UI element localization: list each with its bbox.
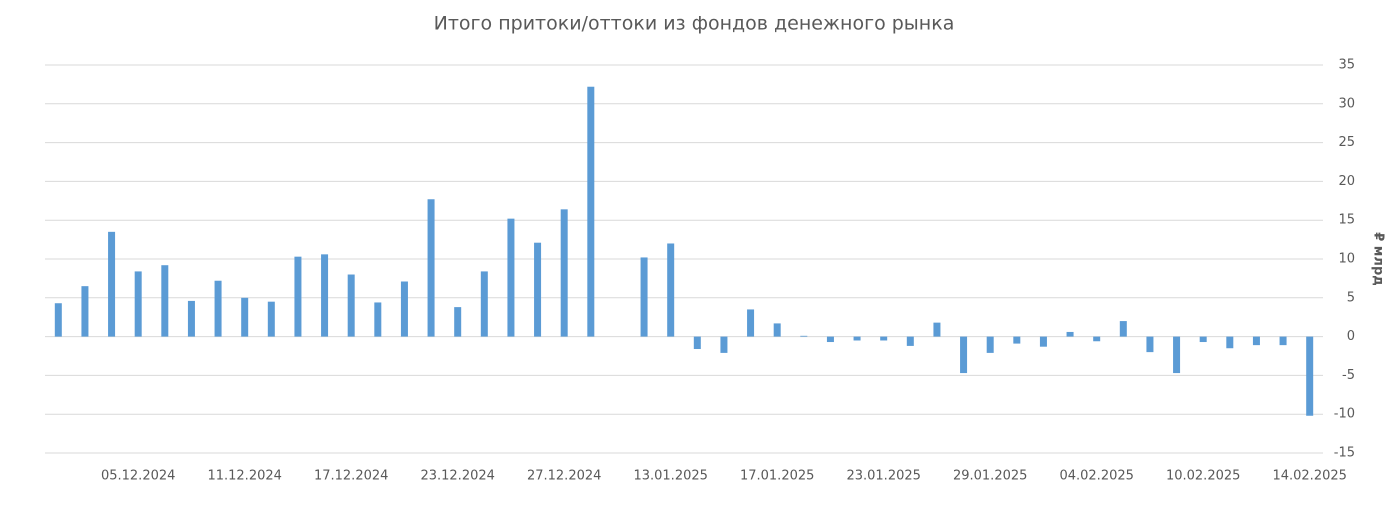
x-tick-label: 11.12.2024 xyxy=(207,469,281,484)
bar xyxy=(1306,336,1314,416)
y-tick-label: 5 xyxy=(1347,290,1355,305)
bar xyxy=(1039,336,1047,347)
bar xyxy=(933,322,941,337)
y-tick-label: 15 xyxy=(1338,213,1355,228)
x-tick-label: 17.01.2025 xyxy=(740,469,814,484)
y-tick-label: 25 xyxy=(1338,135,1355,150)
bar xyxy=(454,307,462,337)
x-tick-label: 10.02.2025 xyxy=(1166,469,1240,484)
bar xyxy=(986,336,994,353)
y-tick-label: 30 xyxy=(1338,96,1355,111)
bar xyxy=(1199,336,1207,343)
bar xyxy=(720,336,728,353)
x-tick-label: 13.01.2025 xyxy=(633,469,707,484)
bar xyxy=(640,257,648,337)
bar xyxy=(214,280,222,337)
bar xyxy=(880,336,888,341)
bar xyxy=(374,302,382,337)
x-tick-label: 17.12.2024 xyxy=(314,469,388,484)
y-tick-label: -5 xyxy=(1342,368,1355,383)
bar xyxy=(534,242,542,337)
y-axis-title: ₽ млрд xyxy=(1371,232,1386,286)
bar xyxy=(241,297,249,337)
y-tick-label: 10 xyxy=(1338,252,1355,267)
x-tick-label: 23.12.2024 xyxy=(420,469,494,484)
bar xyxy=(560,209,568,337)
x-tick-label: 14.02.2025 xyxy=(1272,469,1346,484)
bar xyxy=(587,86,595,337)
bar xyxy=(773,323,781,337)
bar xyxy=(1252,336,1260,346)
y-tick-label: 0 xyxy=(1347,329,1355,344)
bar xyxy=(1173,336,1181,374)
bar xyxy=(1093,336,1101,342)
bar xyxy=(134,271,142,337)
chart-title: Итого притоки/оттоки из фондов денежного… xyxy=(434,13,955,35)
bar xyxy=(667,243,675,337)
bar xyxy=(108,231,116,337)
y-tick-label: -10 xyxy=(1334,407,1355,422)
x-tick-label: 29.01.2025 xyxy=(953,469,1027,484)
y-tick-label: 35 xyxy=(1338,58,1355,73)
bar xyxy=(400,281,408,337)
bar xyxy=(294,256,302,337)
bar xyxy=(747,309,755,337)
x-tick-label: 23.01.2025 xyxy=(846,469,920,484)
bar xyxy=(1226,336,1234,349)
bar xyxy=(1146,336,1154,353)
bar xyxy=(347,274,355,337)
bar xyxy=(1013,336,1021,344)
bar xyxy=(853,336,861,341)
bar xyxy=(54,303,62,337)
x-tick-label: 04.02.2025 xyxy=(1059,469,1133,484)
bar xyxy=(480,271,488,337)
bar xyxy=(693,336,701,350)
bar xyxy=(906,336,914,346)
bar xyxy=(507,218,515,337)
bar xyxy=(161,265,169,337)
bar xyxy=(267,301,275,337)
y-tick-label: -15 xyxy=(1334,446,1355,461)
bar xyxy=(427,199,435,337)
bar xyxy=(800,335,808,337)
bar xyxy=(81,286,89,337)
bar xyxy=(1119,321,1127,337)
x-tick-label: 27.12.2024 xyxy=(527,469,601,484)
bar xyxy=(960,336,968,374)
bar xyxy=(1279,336,1287,346)
bar xyxy=(187,300,195,337)
bar xyxy=(321,254,329,337)
bar xyxy=(826,336,834,343)
y-tick-label: 20 xyxy=(1338,174,1355,189)
bar xyxy=(1066,331,1074,337)
x-tick-label: 05.12.2024 xyxy=(101,469,175,484)
